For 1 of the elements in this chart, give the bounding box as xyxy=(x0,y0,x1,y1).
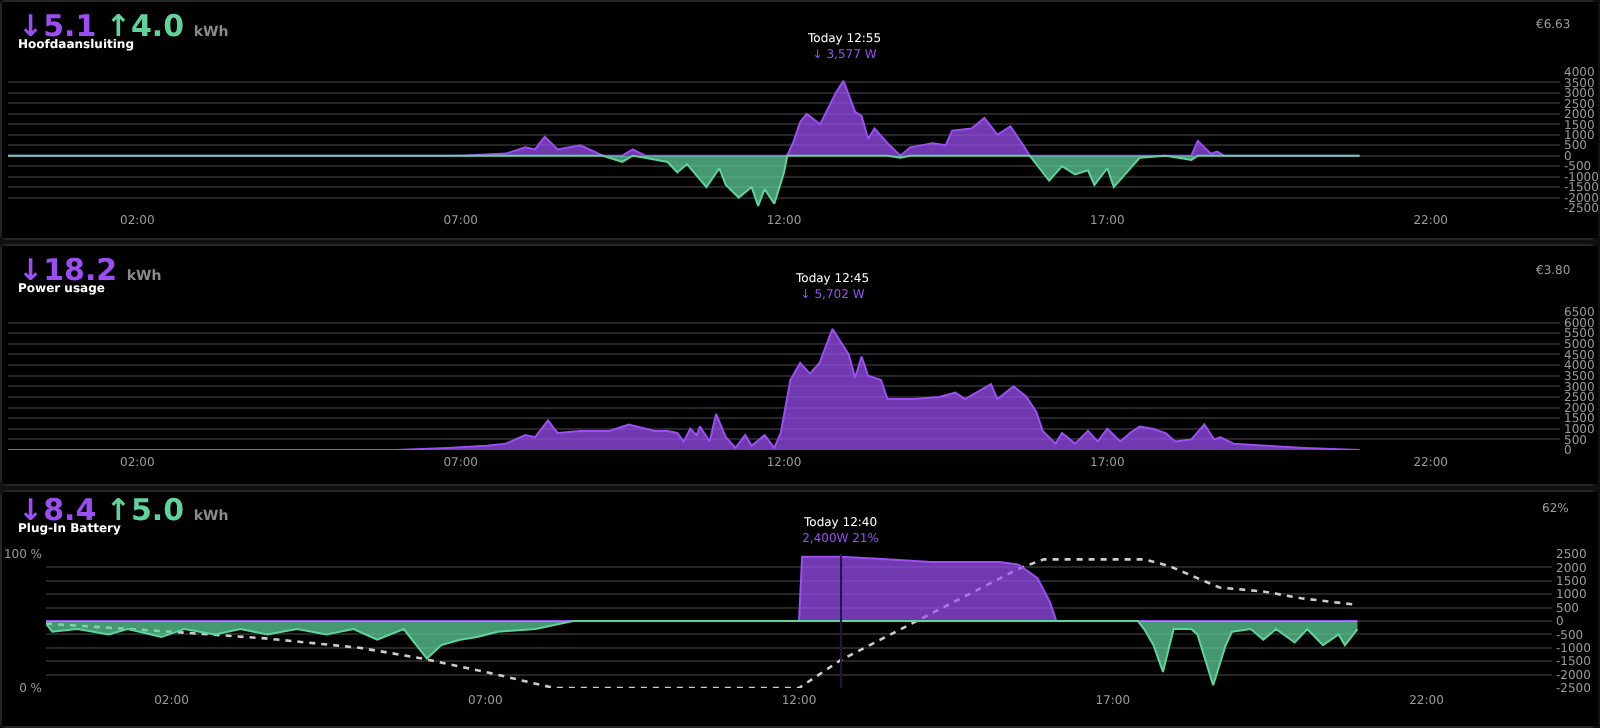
text: ↑5.0 xyxy=(105,492,185,528)
